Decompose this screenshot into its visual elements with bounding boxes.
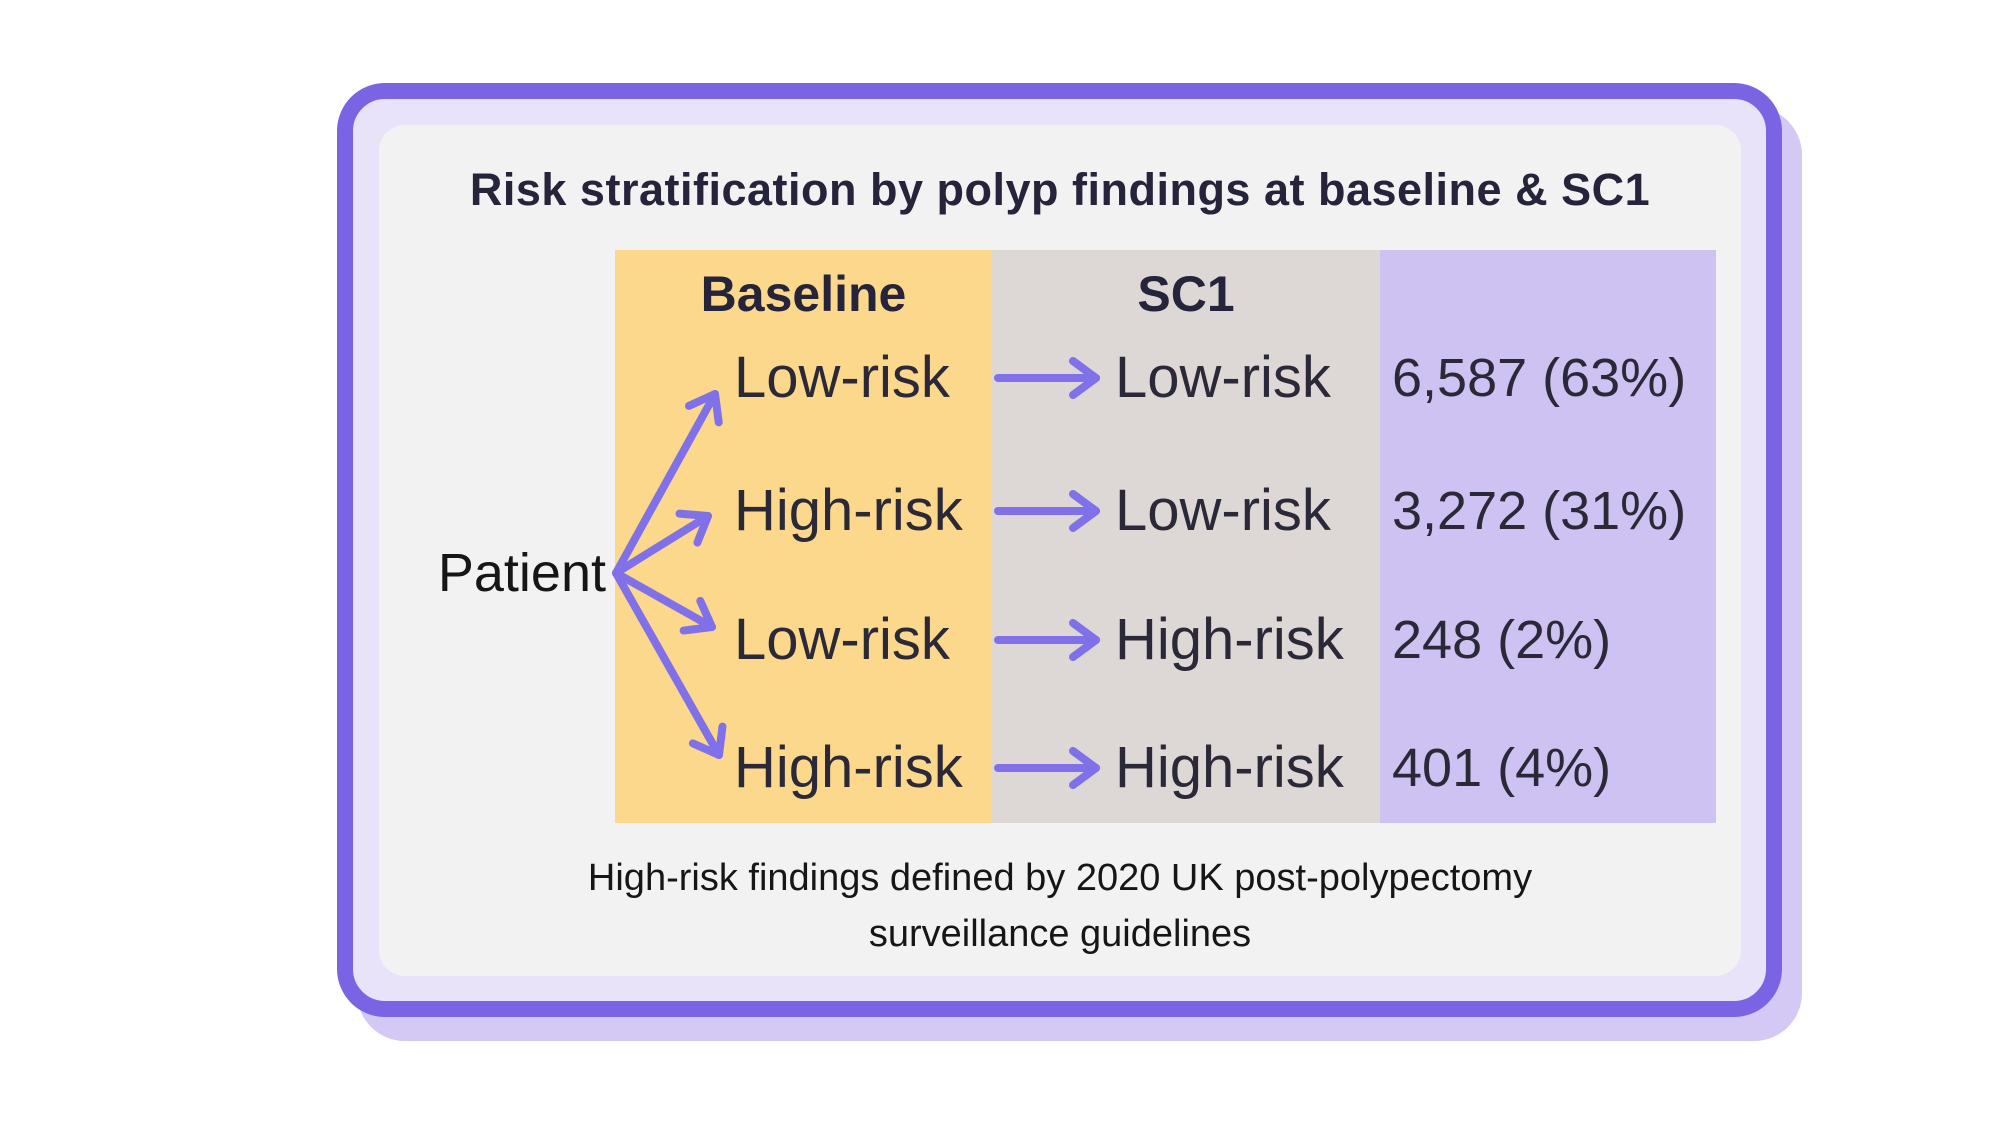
baseline-risk-label: High-risk <box>734 478 963 543</box>
column-counts-background <box>1380 250 1716 823</box>
column-sc1-background <box>992 250 1380 823</box>
column-header-sc1: SC1 <box>1137 266 1235 322</box>
count-value: 6,587 (63%) <box>1392 348 1687 408</box>
page-title: Risk stratification by polyp findings at… <box>469 164 1651 215</box>
sc1-risk-label: Low-risk <box>1115 478 1331 543</box>
sc1-risk-label: Low-risk <box>1115 345 1331 410</box>
baseline-risk-label: Low-risk <box>734 607 950 672</box>
count-value: 248 (2%) <box>1392 610 1612 670</box>
sc1-risk-label: High-risk <box>1115 735 1344 800</box>
baseline-risk-label: High-risk <box>734 735 963 800</box>
sc1-risk-label: High-risk <box>1115 607 1344 672</box>
footnote-line-2: surveillance guidelines <box>868 913 1252 955</box>
count-value: 3,272 (31%) <box>1392 481 1687 541</box>
column-header-baseline: Baseline <box>700 266 907 322</box>
footnote-line-1: High-risk findings defined by 2020 UK po… <box>587 857 1533 899</box>
count-value: 401 (4%) <box>1392 738 1612 798</box>
tree-root-patient-label: Patient <box>437 543 606 603</box>
baseline-risk-label: Low-risk <box>734 345 950 410</box>
